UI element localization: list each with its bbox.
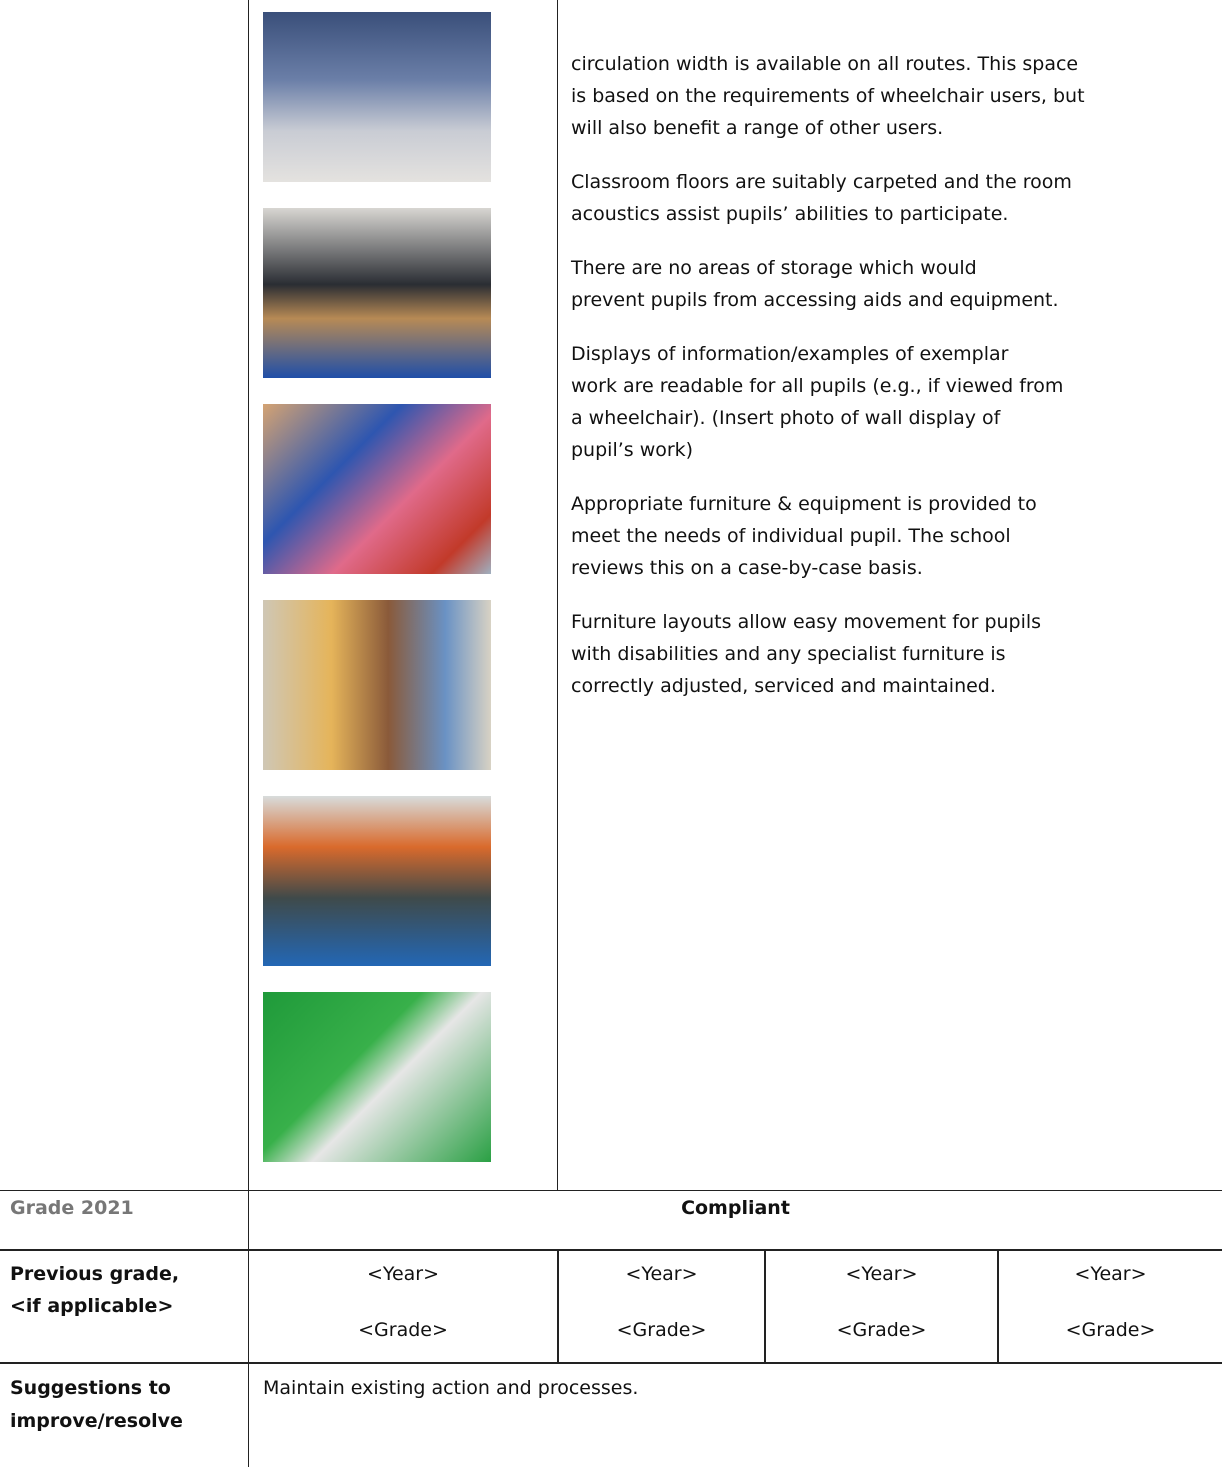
grade: <Grade> — [358, 1319, 448, 1341]
row-border — [0, 1362, 1222, 1364]
suggestions-text: Maintain existing action and processes. — [263, 1377, 639, 1399]
column-border — [997, 1250, 999, 1363]
text-line: will also benefit a range of other users… — [571, 117, 944, 139]
text-line: meet the needs of individual pupil. The … — [571, 525, 1011, 547]
row-border — [0, 1190, 1222, 1191]
classroom-photo — [263, 796, 491, 966]
paragraph: circulation width is available on all ro… — [571, 48, 1216, 144]
previous-grade-label: <if applicable> — [10, 1295, 174, 1317]
paragraph: Displays of information/examples of exem… — [571, 338, 1216, 466]
text-line: Classroom floors are suitably carpeted a… — [571, 171, 1072, 193]
text-line: prevent pupils from accessing aids and e… — [571, 289, 1059, 311]
grade-value: Compliant — [681, 1197, 790, 1219]
grade: <Grade> — [616, 1319, 707, 1341]
paragraph: Appropriate furniture & equipment is pro… — [571, 488, 1216, 584]
text-line: There are no areas of storage which woul… — [571, 257, 977, 279]
paragraph: Furniture layouts allow easy movement fo… — [571, 606, 1216, 702]
column-border — [557, 0, 558, 1190]
year: <Year> — [845, 1263, 918, 1285]
suggestions-label: Suggestions to — [10, 1377, 171, 1399]
classroom-photo — [263, 12, 491, 182]
text-line: acoustics assist pupils’ abilities to pa… — [571, 203, 1009, 225]
classroom-photo — [263, 208, 491, 378]
classroom-photo — [263, 600, 491, 770]
text-line: Displays of information/examples of exem… — [571, 343, 1009, 365]
text-line: with disabilities and any specialist fur… — [571, 643, 1006, 665]
text-line: pupil’s work) — [571, 439, 694, 461]
column-border — [248, 0, 249, 1467]
text-line: Appropriate furniture & equipment is pro… — [571, 493, 1037, 515]
year: <Year> — [625, 1263, 698, 1285]
paragraph: Classroom floors are suitably carpeted a… — [571, 166, 1216, 230]
row-border — [0, 1249, 1222, 1251]
year: <Year> — [1074, 1263, 1147, 1285]
text-line: is based on the requirements of wheelcha… — [571, 85, 1085, 107]
grade: <Grade> — [836, 1319, 927, 1341]
paragraph: There are no areas of storage which woul… — [571, 252, 1216, 316]
column-border — [764, 1250, 766, 1363]
text-line: circulation width is available on all ro… — [571, 53, 1079, 75]
text-line: reviews this on a case-by-case basis. — [571, 557, 923, 579]
year: <Year> — [366, 1263, 440, 1285]
classroom-photo — [263, 992, 491, 1162]
text-line: work are readable for all pupils (e.g., … — [571, 375, 1064, 397]
grade: <Grade> — [1065, 1319, 1156, 1341]
suggestions-label: improve/resolve — [10, 1410, 183, 1432]
grade-label: Grade 2021 — [10, 1197, 134, 1219]
text-line: a wheelchair). (Insert photo of wall dis… — [571, 407, 1001, 429]
text-line: Furniture layouts allow easy movement fo… — [571, 611, 1042, 633]
previous-grade-label: Previous grade, — [10, 1263, 180, 1285]
text-line: correctly adjusted, serviced and maintai… — [571, 675, 996, 697]
column-border — [557, 1250, 559, 1363]
classroom-photo — [263, 404, 491, 574]
